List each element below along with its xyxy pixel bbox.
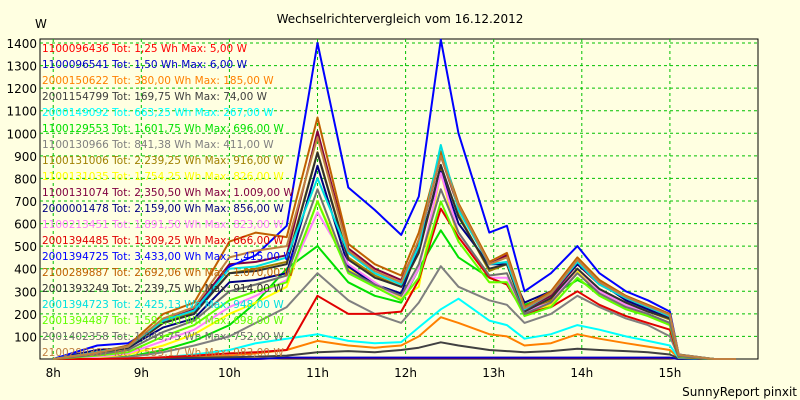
y-tick-label: 600 bbox=[14, 218, 37, 232]
y-tick-label: 1000 bbox=[6, 127, 37, 141]
legend-entry: 2100290387 Tot: 2.555,17 Wh Max: 983,00 … bbox=[42, 347, 284, 359]
legend-entry: 2001394487 Tot: 1.591,50 Wh Max: 698,00 … bbox=[42, 315, 284, 327]
x-tick-label: 8h bbox=[46, 366, 61, 380]
legend-entry: 1100129553 Tot: 1.601,75 Wh Max: 696,00 … bbox=[42, 123, 284, 135]
x-tick-label: 10h bbox=[218, 366, 241, 380]
series-line-2 bbox=[53, 356, 736, 360]
x-axis: 8h 9h 10h 11h 12h 13h 14h 15h bbox=[46, 366, 682, 380]
x-tick-label: 15h bbox=[658, 366, 681, 380]
legend-entry: 2001154799 Tot: 169,75 Wh Max: 74,00 W bbox=[42, 91, 268, 103]
series-line-18 bbox=[53, 200, 736, 360]
legend-entry: 1100131035 Tot: 1.754,25 Wh Max: 826,00 … bbox=[42, 171, 284, 183]
legend-entry: 2001394723 Tot: 2.425,13 Wh Max: 948,00 … bbox=[42, 299, 284, 311]
legend-entry: 2001394485 Tot: 1.309,25 Wh Max: 666,00 … bbox=[42, 235, 284, 247]
legend-entry: 1100096541 Tot: 1,50 Wh Max: 6,00 W bbox=[42, 59, 248, 71]
legend-entry: 1100096436 Tot: 1,25 Wh Max: 5,00 W bbox=[42, 43, 248, 55]
series-line-3 bbox=[53, 316, 736, 360]
y-tick-label: 700 bbox=[14, 195, 37, 209]
footer-credit: SunnyReport pinxit bbox=[682, 385, 797, 399]
chart-title: Wechselrichtervergleich vom 16.12.2012 bbox=[277, 12, 524, 26]
legend-entry: 2100289887 Tot: 2.692,06 Wh Max: 1.070,0… bbox=[42, 267, 294, 279]
legend-entry: 2000150622 Tot: 380,00 Wh Max: 185,00 W bbox=[42, 75, 274, 87]
legend-entry: 2000149092 Tot: 663,25 Wh Max: 267,00 W bbox=[42, 107, 274, 119]
series-line-4 bbox=[53, 341, 736, 360]
y-tick-label: 1400 bbox=[6, 37, 37, 51]
y-tick-label: 900 bbox=[14, 150, 37, 164]
legend-entry: 1100131074 Tot: 2.350,50 Wh Max: 1.009,0… bbox=[42, 187, 294, 199]
series-line-19 bbox=[53, 188, 736, 360]
x-tick-label: 9h bbox=[134, 366, 149, 380]
series-line-20 bbox=[53, 136, 736, 360]
legend-entry: 1100130966 Tot: 841,38 Wh Max: 411,00 W bbox=[42, 139, 274, 151]
legend-entry: 2001394725 Tot: 3.433,00 Wh Max: 1.415,0… bbox=[42, 251, 294, 263]
y-tick-label: 200 bbox=[14, 308, 37, 322]
legend-entry: 1100131006 Tot: 2.239,25 Wh Max: 916,00 … bbox=[42, 155, 284, 167]
y-tick-label: 500 bbox=[14, 240, 37, 254]
y-tick-label: 300 bbox=[14, 285, 37, 299]
legend-entry: 2001402358 Tot: 1.843,75 Wh Max: 752,00 … bbox=[42, 331, 284, 343]
legend-entry: 1100213451 Tot: 1.891,50 Wh Max: 823,00 … bbox=[42, 219, 284, 231]
series-line-11 bbox=[53, 164, 736, 360]
legend-entry: 2000001478 Tot: 2.159,00 Wh Max: 856,00 … bbox=[42, 203, 284, 215]
series-line-7 bbox=[53, 265, 736, 360]
legend-entry: 2001393249 Tot: 2.239,75 Wh Max: 914,00 … bbox=[42, 283, 284, 295]
x-tick-label: 13h bbox=[482, 366, 505, 380]
y-axis: 100 200 300 400 500 600 700 800 900 1000 1100 1200 1… bbox=[6, 37, 37, 344]
series-line-17 bbox=[53, 144, 736, 360]
y-tick-label: 100 bbox=[14, 330, 37, 344]
series-line-5 bbox=[53, 297, 736, 360]
y-tick-label: 400 bbox=[14, 263, 37, 277]
y-tick-label: 1100 bbox=[6, 105, 37, 119]
series-line-16 bbox=[53, 151, 736, 360]
series-line-13 bbox=[53, 207, 736, 360]
series-line-15 bbox=[53, 116, 736, 360]
series-lines bbox=[52, 38, 736, 360]
y-tick-label: 1300 bbox=[6, 60, 37, 74]
legend: 1100096436 Tot: 1,25 Wh Max: 5,00 W 11000… bbox=[42, 43, 294, 359]
y-tick-label: 1200 bbox=[6, 82, 37, 96]
x-tick-label: 12h bbox=[394, 366, 417, 380]
x-tick-label: 11h bbox=[306, 366, 329, 380]
y-axis-label: W bbox=[35, 17, 47, 31]
x-tick-label: 14h bbox=[570, 366, 593, 380]
y-tick-label: 800 bbox=[14, 172, 37, 186]
